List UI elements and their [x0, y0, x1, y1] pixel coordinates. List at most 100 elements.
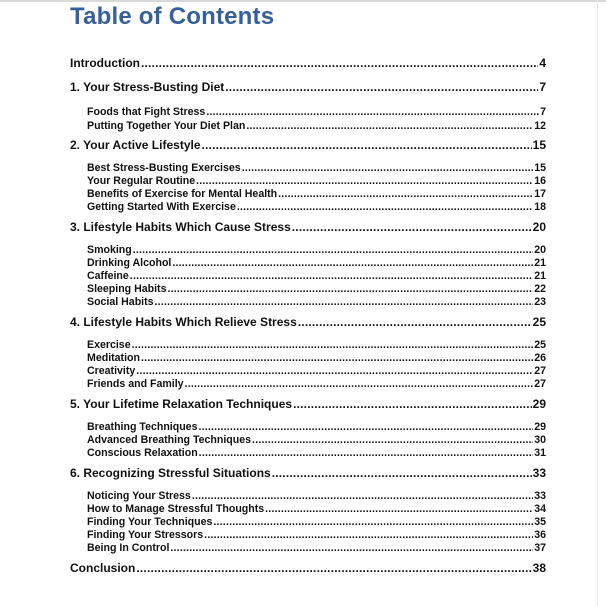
entry-label: Creativity [87, 365, 136, 377]
entry-label: 3. Lifestyle Habits Which Cause Stress [70, 220, 291, 234]
page-title: Table of Contents [70, 3, 275, 30]
dot-leader [167, 283, 533, 295]
entry-page-number: 35 [534, 516, 546, 528]
dot-leader [204, 529, 533, 541]
toc-section-entry[interactable]: How to Manage Stressful Thoughts 34 [87, 503, 546, 515]
entry-page-number: 7 [539, 80, 546, 94]
dot-leader [170, 542, 533, 554]
dot-leader [199, 447, 534, 459]
toc-section-entry[interactable]: Putting Together Your Diet Plan 12 [87, 120, 546, 132]
toc-section-entry[interactable]: Creativity 27 [87, 365, 546, 377]
dot-leader [141, 352, 533, 364]
toc-section-entry[interactable]: Your Regular Routine 16 [87, 175, 546, 187]
page-right-border [597, 0, 598, 606]
toc-chapter-entry[interactable]: 1. Your Stress-Busting Diet 7 [70, 80, 546, 94]
dot-leader [192, 490, 533, 502]
entry-page-number: 16 [534, 175, 546, 187]
dot-leader [202, 138, 532, 152]
entry-label: Social Habits [87, 296, 154, 308]
toc-section-entry[interactable]: Meditation 26 [87, 352, 546, 364]
toc-chapter-entry[interactable]: 5. Your Lifetime Relaxation Techniques 29 [70, 397, 546, 411]
toc-section-entry[interactable]: Smoking 20 [87, 244, 546, 256]
toc-section-entry[interactable]: Finding Your Stressors 36 [87, 529, 546, 541]
dot-leader [141, 56, 538, 70]
entry-page-number: 33 [532, 466, 546, 480]
toc-section-entry[interactable]: Benefits of Exercise for Mental Health 17 [87, 188, 546, 200]
entry-label: Being In Control [87, 542, 170, 554]
toc-chapter-entry[interactable]: 4. Lifestyle Habits Which Relieve Stress… [70, 315, 546, 329]
dot-leader [155, 296, 534, 308]
toc-chapter-entry[interactable]: Conclusion 38 [70, 561, 546, 575]
toc-section-entry[interactable]: Advanced Breathing Techniques 30 [87, 434, 546, 446]
dot-leader [293, 397, 532, 411]
toc-chapter-entry[interactable]: 6. Recognizing Stressful Situations 33 [70, 466, 546, 480]
entry-page-number: 31 [534, 447, 546, 459]
toc-section-entry[interactable]: Friends and Family 27 [87, 378, 546, 390]
entry-label: Sleeping Habits [87, 283, 167, 295]
dot-leader [136, 561, 531, 575]
toc-section-entry[interactable]: Caffeine 21 [87, 270, 546, 282]
entry-page-number: 23 [534, 296, 546, 308]
entry-page-number: 37 [534, 542, 546, 554]
dot-leader [265, 503, 533, 515]
entry-label: Breathing Techniques [87, 421, 198, 433]
toc-section-entry[interactable]: Conscious Relaxation 31 [87, 447, 546, 459]
entry-label: Foods that Fight Stress [87, 106, 206, 118]
entry-label: Drinking Alcohol [87, 257, 172, 269]
entry-label: 1. Your Stress-Busting Diet [70, 80, 225, 94]
entry-page-number: 33 [534, 490, 546, 502]
toc-section-entry[interactable]: Drinking Alcohol 21 [87, 257, 546, 269]
entry-label: Exercise [87, 339, 131, 351]
entry-label: Meditation [87, 352, 140, 364]
toc-section-entry[interactable]: Finding Your Techniques 35 [87, 516, 546, 528]
dot-leader [133, 244, 533, 256]
entry-label: Friends and Family [87, 378, 184, 390]
entry-label: Best Stress-Busting Exercises [87, 162, 241, 174]
dot-leader [206, 106, 539, 118]
toc-section-entry[interactable]: Best Stress-Busting Exercises 15 [87, 162, 546, 174]
entry-page-number: 20 [534, 244, 546, 256]
entry-page-number: 29 [534, 421, 546, 433]
toc-section-entry[interactable]: Social Habits 23 [87, 296, 546, 308]
entry-label: 4. Lifestyle Habits Which Relieve Stress [70, 315, 297, 329]
dot-leader [130, 270, 533, 282]
dot-leader [242, 162, 534, 174]
entry-page-number: 22 [534, 283, 546, 295]
entry-page-number: 26 [534, 352, 546, 364]
entry-label: Conscious Relaxation [87, 447, 198, 459]
entry-label: How to Manage Stressful Thoughts [87, 503, 265, 515]
entry-page-number: 29 [532, 397, 546, 411]
toc-section-entry[interactable]: Being In Control 37 [87, 542, 546, 554]
entry-page-number: 25 [534, 339, 546, 351]
entry-page-number: 27 [534, 365, 546, 377]
dot-leader [196, 175, 533, 187]
dot-leader [237, 201, 533, 213]
toc-section-entry[interactable]: Foods that Fight Stress 7 [87, 106, 546, 118]
toc-chapter-entry[interactable]: 3. Lifestyle Habits Which Cause Stress 20 [70, 220, 546, 234]
toc-section-entry[interactable]: Exercise 25 [87, 339, 546, 351]
entry-label: Introduction [70, 56, 140, 70]
dot-leader [292, 220, 532, 234]
entry-page-number: 17 [534, 188, 546, 200]
entry-page-number: 25 [532, 315, 546, 329]
entry-page-number: 21 [534, 270, 546, 282]
toc-section-entry[interactable]: Sleeping Habits 22 [87, 283, 546, 295]
toc-section-entry[interactable]: Getting Started With Exercise 18 [87, 201, 546, 213]
dot-leader [198, 421, 533, 433]
entry-label: 2. Your Active Lifestyle [70, 138, 201, 152]
entry-page-number: 34 [534, 503, 546, 515]
entry-label: Finding Your Techniques [87, 516, 213, 528]
toc-chapter-entry[interactable]: Introduction 4 [70, 56, 546, 70]
toc-chapter-entry[interactable]: 2. Your Active Lifestyle 15 [70, 138, 546, 152]
entry-page-number: 15 [534, 162, 546, 174]
entry-label: Your Regular Routine [87, 175, 196, 187]
entry-label: Advanced Breathing Techniques [87, 434, 252, 446]
entry-label: Putting Together Your Diet Plan [87, 120, 246, 132]
toc-section-entry[interactable]: Noticing Your Stress 33 [87, 490, 546, 502]
entry-page-number: 4 [539, 56, 546, 70]
dot-leader [246, 120, 533, 132]
entry-label: 5. Your Lifetime Relaxation Techniques [70, 397, 293, 411]
toc-section-entry[interactable]: Breathing Techniques 29 [87, 421, 546, 433]
entry-label: Benefits of Exercise for Mental Health [87, 188, 278, 200]
entry-label: 6. Recognizing Stressful Situations [70, 466, 271, 480]
